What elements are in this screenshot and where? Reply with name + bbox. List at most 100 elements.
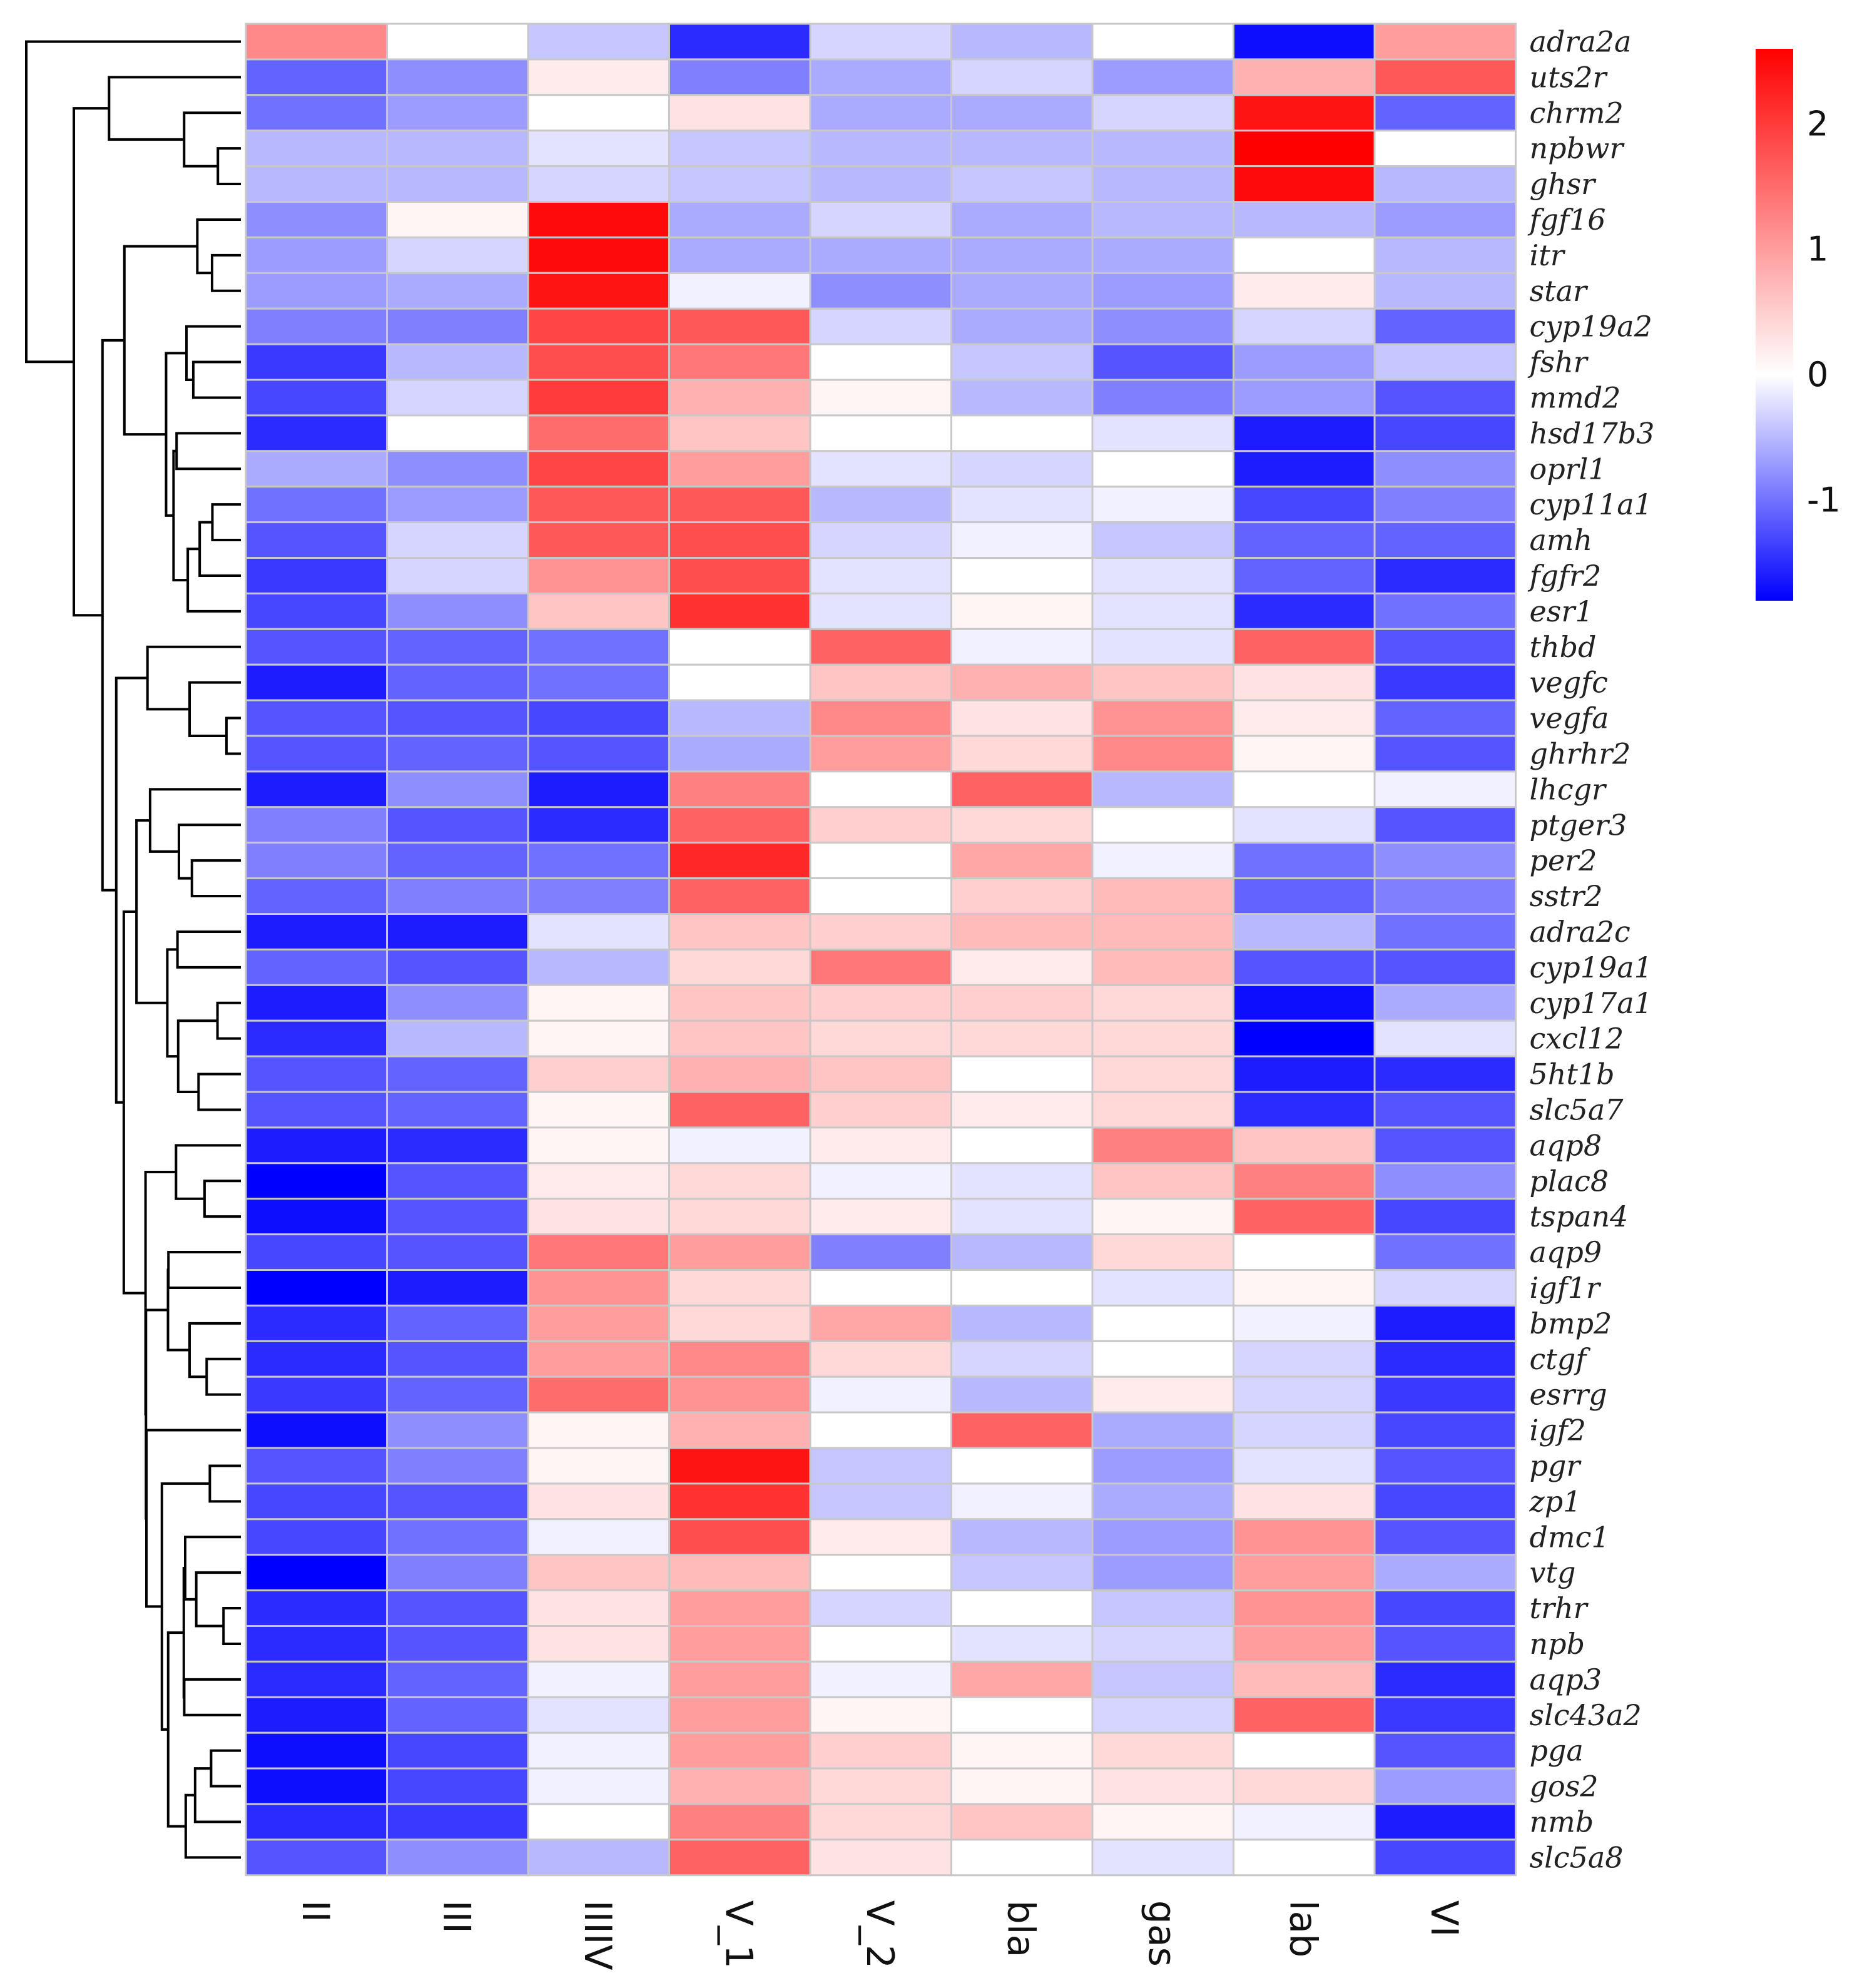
heatmap-cell-star-V_1: [668, 272, 811, 310]
heatmap-cell-uts2r-VI: [1373, 58, 1517, 96]
heatmap-cell-cyp11a1-II: [245, 486, 388, 524]
heatmap-cell-npbwr-lab: [1233, 130, 1376, 168]
heatmap-cell-trhr-III: [386, 1589, 529, 1628]
heatmap-cell-vegfc-III: [386, 663, 529, 701]
dendrogram-branch: [166, 1268, 190, 1352]
heatmap-cell-aqp3-bla: [950, 1660, 1094, 1698]
heatmap-cell-aqp9-V_2: [809, 1233, 952, 1271]
heatmap-cell-vegfa-lab: [1233, 699, 1376, 737]
row-label: nmb: [1530, 1805, 1594, 1838]
dendrogram-branch: [108, 76, 241, 141]
heatmap-cell-vegfc-II: [245, 663, 388, 701]
dendrogram-branch: [210, 253, 241, 292]
row-label: slc43a2: [1530, 1698, 1642, 1732]
heatmap-cell-tspan4-gas: [1091, 1198, 1234, 1236]
heatmap-cell-hsd17b3-bla: [950, 414, 1094, 452]
heatmap-cell-zp1-V_1: [668, 1482, 811, 1521]
heatmap-cell-cxcl12-lab: [1233, 1019, 1376, 1058]
heatmap-cell-pga-bla: [950, 1731, 1094, 1770]
heatmap-cell-ctgf-III: [386, 1340, 529, 1378]
heatmap-cell-fshr-IIIIV: [527, 343, 670, 381]
heatmap-cell-igf1r-lab: [1233, 1269, 1376, 1307]
heatmap-cell-slc5a7-V_2: [809, 1091, 952, 1129]
heatmap-cell-aqp9-lab: [1233, 1233, 1376, 1271]
heatmap-cell-gos2-lab: [1233, 1767, 1376, 1805]
heatmap-cell-gos2-II: [245, 1767, 388, 1805]
heatmap-cell-oprl1-II: [245, 450, 388, 488]
heatmap-cell-tspan4-lab: [1233, 1198, 1376, 1236]
column-label: V_1: [716, 1900, 760, 1969]
heatmap-cell-amh-II: [245, 521, 388, 559]
heatmap-cell-ghrhr2-gas: [1091, 735, 1234, 773]
heatmap-cell-fgf16-VI: [1373, 201, 1517, 238]
heatmap-cell-zp1-bla: [950, 1482, 1094, 1521]
heatmap-cell-npb-bla: [950, 1625, 1094, 1663]
heatmap-cell-cyp19a1-V_1: [668, 948, 811, 986]
heatmap-cell-esrrg-bla: [950, 1375, 1094, 1414]
heatmap-cell-star-lab: [1233, 272, 1376, 310]
heatmap-cell-pgr-V_2: [809, 1447, 952, 1485]
row-label: adra2c: [1530, 915, 1630, 949]
heatmap-cell-star-gas: [1091, 272, 1234, 310]
heatmap-cell-vegfc-V_1: [668, 663, 811, 701]
dendrogram-branch: [222, 1607, 241, 1645]
heatmap-cell-lhcgr-III: [386, 770, 529, 808]
heatmap-cell-per2-IIIIV: [527, 842, 670, 880]
heatmap-cell-aqp8-II: [245, 1126, 388, 1165]
heatmap-cell-slc5a8-IIIIV: [527, 1838, 670, 1877]
heatmap-cell-vtg-V_1: [668, 1554, 811, 1592]
dendrogram-branch: [188, 681, 241, 737]
heatmap-cell-hsd17b3-gas: [1091, 414, 1234, 452]
dendrogram-branch: [25, 40, 241, 364]
heatmap-cell-trhr-lab: [1233, 1589, 1376, 1628]
column-label: III: [434, 1900, 478, 1934]
heatmap-cell-vegfc-VI: [1373, 663, 1517, 701]
heatmap-cell-chrm2-bla: [950, 94, 1094, 132]
row-label: fgf16: [1528, 203, 1606, 237]
heatmap-cell-fgfr2-II: [245, 557, 388, 594]
heatmap-cell-ghrhr2-III: [386, 735, 529, 773]
heatmap-cell-adra2a-III: [386, 23, 529, 61]
dendrogram-branch: [184, 1793, 241, 1859]
heatmap-cell-ptger3-VI: [1373, 806, 1517, 844]
row-label: sstr2: [1530, 879, 1603, 913]
row-label: npb: [1530, 1627, 1585, 1661]
row-label: fshr: [1528, 345, 1589, 379]
heatmap-cell-npb-V_1: [668, 1625, 811, 1663]
heatmap-cell-aqp3-VI: [1373, 1660, 1517, 1698]
heatmap-cell-vegfa-gas: [1091, 699, 1234, 737]
heatmap-cell-igf1r-VI: [1373, 1269, 1517, 1307]
dendrogram-branch: [114, 676, 148, 1104]
heatmap-cell-chrm2-II: [245, 94, 388, 132]
heatmap-cell-mmd2-IIIIV: [527, 379, 670, 417]
dendrogram-branch: [190, 859, 241, 898]
heatmap-cell-aqp3-gas: [1091, 1660, 1234, 1698]
colorbar: 2 1 0 -1: [1756, 49, 1841, 601]
row-label: cxcl12: [1530, 1022, 1624, 1056]
heatmap-cell-mmd2-gas: [1091, 379, 1234, 417]
heatmap-cell-ghrhr2-IIIIV: [527, 735, 670, 773]
heatmap-cell-gos2-III: [386, 1767, 529, 1805]
heatmap-cell-igf2-III: [386, 1411, 529, 1449]
column-label: II: [293, 1900, 337, 1922]
heatmap-cell-esr1-III: [386, 592, 529, 630]
heatmap-cell-plac8-VI: [1373, 1162, 1517, 1200]
heatmap-cell-vtg-lab: [1233, 1554, 1376, 1592]
heatmap-cell-gos2-IIIIV: [527, 1767, 670, 1805]
heatmap-cell-trhr-bla: [950, 1589, 1094, 1628]
heatmap-cell-chrm2-lab: [1233, 94, 1376, 132]
heatmap-cell-star-V_2: [809, 272, 952, 310]
heatmap-cell-star-IIIIV: [527, 272, 670, 310]
heatmap-cell-hsd17b3-III: [386, 414, 529, 452]
heatmap-cell-oprl1-bla: [950, 450, 1094, 488]
heatmap-cell-cyp19a1-IIIIV: [527, 948, 670, 986]
heatmap-cell-thbd-V_1: [668, 628, 811, 666]
heatmap-cell-cyp11a1-gas: [1091, 486, 1234, 524]
heatmap-cell-ctgf-VI: [1373, 1340, 1517, 1378]
heatmap-cell-sstr2-III: [386, 877, 529, 915]
heatmap-cell-zp1-VI: [1373, 1482, 1517, 1521]
row-label: vtg: [1530, 1556, 1576, 1589]
heatmap-cell-npb-lab: [1233, 1625, 1376, 1663]
heatmap-cell-fgfr2-IIIIV: [527, 557, 670, 594]
heatmap-cell-npbwr-bla: [950, 130, 1094, 168]
